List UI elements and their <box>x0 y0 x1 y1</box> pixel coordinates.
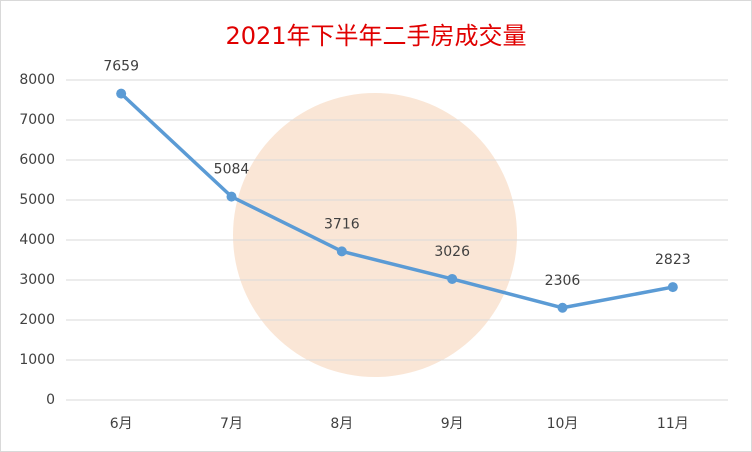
y-tick-label: 8000 <box>19 72 55 88</box>
y-tick-label: 4000 <box>19 232 55 248</box>
data-label: 2306 <box>545 273 581 289</box>
y-tick-label: 6000 <box>19 152 55 168</box>
y-tick-label: 7000 <box>19 112 55 128</box>
y-tick-label: 2000 <box>19 312 55 328</box>
y-tick-label: 1000 <box>19 352 55 368</box>
point <box>336 246 347 257</box>
x-tick-label: 7月 <box>220 416 243 432</box>
watermark <box>233 93 517 377</box>
data-label: 7659 <box>103 59 139 75</box>
point <box>667 282 678 293</box>
data-label: 2823 <box>655 252 691 268</box>
line <box>119 92 674 310</box>
y-tick-label: 3000 <box>19 272 55 288</box>
chart-title: 2021年下半年二手房成交量 <box>225 22 526 50</box>
x-tick-label: 9月 <box>441 416 464 432</box>
point <box>226 191 237 202</box>
point <box>447 273 458 284</box>
point <box>557 302 568 313</box>
x-tick-label: 11月 <box>657 416 689 432</box>
y-tick-label: 0 <box>46 392 55 408</box>
x-tick-label: 6月 <box>110 416 133 432</box>
data-label: 3716 <box>324 216 360 232</box>
x-tick-label: 10月 <box>547 416 579 432</box>
point <box>116 88 127 99</box>
x-tick-label: 8月 <box>330 416 353 432</box>
data-label: 3026 <box>434 244 470 260</box>
data-label: 5084 <box>214 162 250 178</box>
y-tick-label: 5000 <box>19 192 55 208</box>
